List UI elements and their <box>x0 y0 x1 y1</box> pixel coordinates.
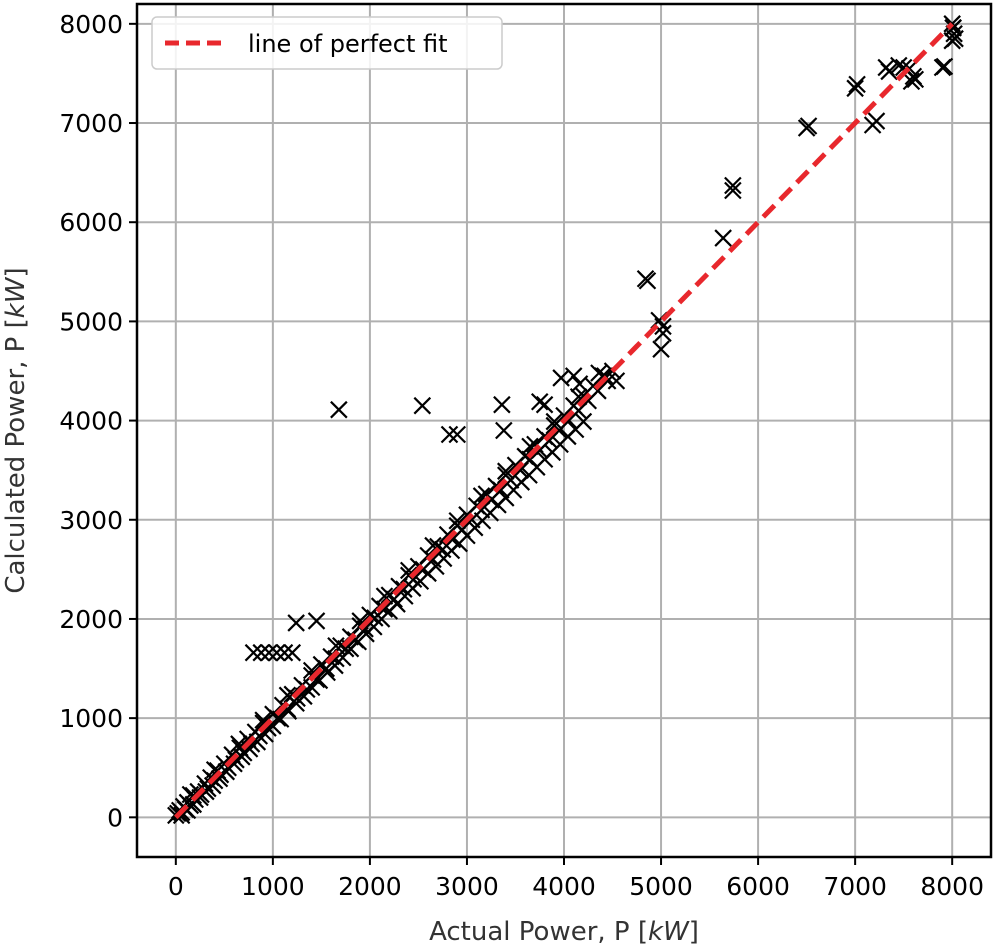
data-point <box>307 612 326 630</box>
data-point <box>267 643 286 662</box>
legend-box <box>151 16 503 70</box>
data-point <box>724 181 742 200</box>
data-point <box>880 62 898 81</box>
y-axis-label: Calculated Power, P [kW] <box>1 267 31 593</box>
y-axis-ticks: 0 1000 2000 3000 4000 5000 6000 7000 8000 <box>59 10 137 832</box>
fit-line <box>174 22 954 820</box>
data-point <box>330 400 348 419</box>
legend-label: line of perfect fit <box>248 30 448 58</box>
y-tick-label: 4000 <box>59 407 123 436</box>
data-point <box>283 643 302 662</box>
data-point <box>493 395 511 414</box>
data-point <box>714 229 732 247</box>
x-tick-label: 6000 <box>726 872 790 901</box>
data-point <box>570 375 589 393</box>
fit-line-layer <box>174 22 954 820</box>
data-point <box>848 75 866 94</box>
x-tick-label: 5000 <box>629 872 693 901</box>
data-point <box>935 57 954 76</box>
y-tick-label: 5000 <box>59 307 123 336</box>
x-tick-label: 2000 <box>338 872 402 901</box>
x-tick-label: 3000 <box>435 872 499 901</box>
data-point <box>799 117 818 135</box>
data-point <box>652 340 670 358</box>
data-point <box>530 392 549 411</box>
x-tick-label: 4000 <box>532 872 596 901</box>
data-point <box>906 70 925 89</box>
y-tick-label: 6000 <box>59 208 123 237</box>
y-tick-label: 2000 <box>59 605 123 634</box>
data-point <box>638 271 657 290</box>
data-point <box>287 614 305 632</box>
y-tick-label: 8000 <box>59 10 123 39</box>
data-point <box>902 72 921 91</box>
data-point <box>440 425 459 444</box>
data-point <box>495 421 513 440</box>
x-axis-label: Actual Power, P [kW] <box>429 917 699 946</box>
data-point <box>448 425 467 444</box>
data-points <box>167 15 964 825</box>
x-axis-ticks: 0 1000 2000 3000 4000 5000 6000 7000 8000 <box>168 857 984 901</box>
data-point <box>535 395 554 414</box>
data-point <box>413 396 432 415</box>
data-point <box>244 643 263 662</box>
data-point <box>607 372 626 390</box>
x-tick-label: 8000 <box>920 872 984 901</box>
data-point <box>327 636 345 655</box>
x-tick-label: 7000 <box>823 872 887 901</box>
legend: line of perfect fit <box>151 16 503 70</box>
data-point <box>654 317 672 336</box>
data-point <box>867 112 886 130</box>
y-tick-label: 3000 <box>59 506 123 535</box>
data-point <box>944 19 962 37</box>
x-tick-label: 0 <box>168 872 184 901</box>
data-point <box>545 412 564 431</box>
data-point <box>278 686 297 705</box>
data-point <box>574 412 593 431</box>
y-tick-label: 0 <box>107 803 123 832</box>
x-tick-label: 1000 <box>241 872 305 901</box>
data-point <box>252 643 270 662</box>
data-point <box>564 367 583 385</box>
y-tick-label: 1000 <box>59 704 123 733</box>
data-point <box>496 462 515 480</box>
data-point <box>260 643 278 662</box>
data-point <box>724 176 742 195</box>
data-point <box>275 643 294 662</box>
y-tick-label: 7000 <box>59 109 123 138</box>
data-point <box>846 79 864 98</box>
